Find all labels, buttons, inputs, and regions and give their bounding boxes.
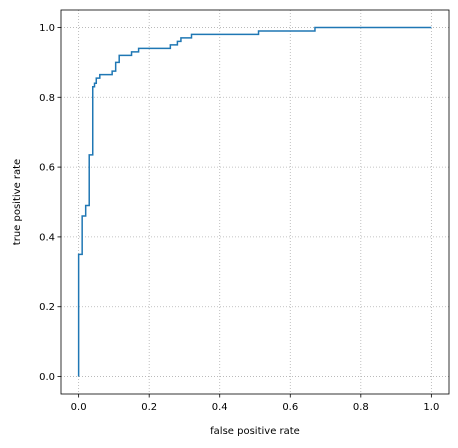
y-tick-label: 0.8	[39, 93, 55, 104]
plot-frame	[60, 9, 450, 395]
x-tick-label: 0.2	[141, 402, 157, 413]
x-tick-label: 0.8	[353, 402, 369, 413]
y-tick-label: 0.4	[39, 232, 55, 243]
y-tick-label: 0.6	[39, 163, 55, 174]
y-axis-label: true positive rate	[12, 159, 23, 245]
x-tick-label: 1.0	[423, 402, 439, 413]
y-tick-label: 0.2	[39, 302, 55, 313]
x-tick-label: 0.4	[212, 402, 228, 413]
y-tick-label: 1.0	[39, 23, 55, 34]
roc-line	[77, 26, 432, 377]
x-tick-label: 0.6	[282, 402, 298, 413]
x-tick-label: 0.0	[71, 402, 87, 413]
y-tick-label: 0.0	[39, 372, 55, 383]
x-axis-label: false positive rate	[210, 426, 300, 437]
